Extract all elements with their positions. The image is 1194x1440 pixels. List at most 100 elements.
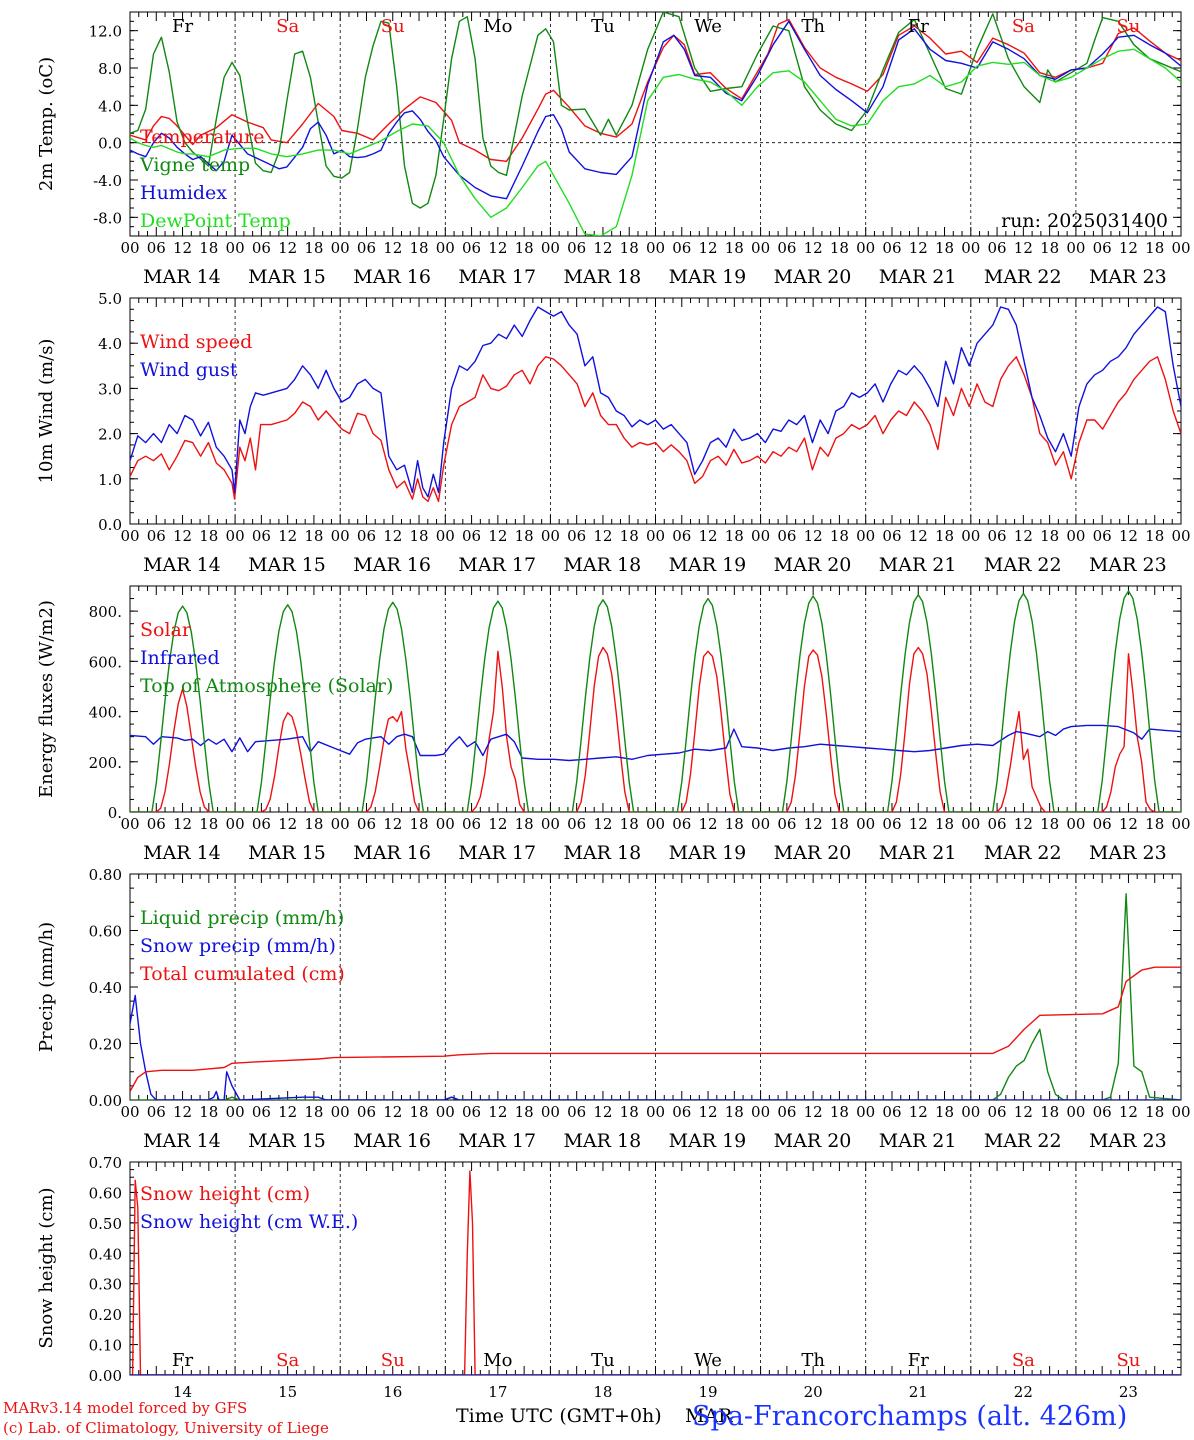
x-tick-label: 06 [672, 239, 691, 257]
x-tick-label: 12 [383, 527, 402, 545]
date-label: MAR 18 [563, 266, 641, 288]
x-tick-label: 06 [462, 815, 481, 833]
x-tick-label: 06 [357, 239, 376, 257]
y-axis-label: Precip (mm/h) [36, 922, 57, 1052]
x-tick-label: 06 [882, 527, 901, 545]
x-axis-label-overlap: MAR [685, 1405, 733, 1427]
legend-entry: Snow precip (mm/h) [140, 935, 336, 957]
legend-entry: Snow height (cm W.E.) [140, 1211, 358, 1233]
x-tick-label: 18 [620, 1103, 639, 1121]
x-tick-label: 12 [1119, 1103, 1138, 1121]
day-of-week-label: Sa [1012, 16, 1035, 37]
date-label: MAR 14 [143, 266, 221, 288]
day-of-week-label: Sa [276, 1350, 299, 1371]
x-tick-label: 00 [541, 815, 560, 833]
x-tick-label: 18 [515, 1103, 534, 1121]
x-tick-label: 06 [357, 815, 376, 833]
x-tick-label: 00 [961, 527, 980, 545]
legend-entry: Infrared [140, 647, 220, 669]
lab-credit: (c) Lab. of Climatology, University of L… [3, 1419, 329, 1437]
date-label: MAR 23 [1089, 842, 1167, 864]
y-tick-label: 0.60 [89, 923, 122, 941]
panel-frame [129, 11, 1182, 237]
x-tick-label: 06 [1093, 527, 1112, 545]
day-of-week-label: Th [801, 1350, 825, 1371]
x-tick-label: 00 [1066, 239, 1085, 257]
y-tick-label: 0.00 [89, 1367, 122, 1385]
x-tick-label: 00 [1171, 815, 1190, 833]
x-tick-label: 00 [120, 1103, 139, 1121]
date-label: MAR 21 [879, 842, 957, 864]
date-label: MAR 15 [248, 842, 326, 864]
x-tick-label: 12 [699, 239, 718, 257]
day-of-week-label: We [694, 16, 722, 37]
legend-entry: Liquid precip (mm/h) [140, 907, 344, 929]
x-tick-label: 18 [725, 527, 744, 545]
model-credit: MARv3.14 model forced by GFS [3, 1399, 248, 1417]
x-tick-label: 12 [173, 239, 192, 257]
x-tick-label: 12 [699, 1103, 718, 1121]
x-tick-label: 12 [1014, 239, 1033, 257]
x-tick-label: 18 [725, 1103, 744, 1121]
x-tick-label: 06 [567, 1103, 586, 1121]
x-tick-label: 18 [515, 527, 534, 545]
series-top-of-atmosphere-solar- [130, 590, 1181, 812]
date-label: MAR 14 [143, 842, 221, 864]
x-tick-label: 12 [909, 815, 928, 833]
x-tick-label: 18 [199, 527, 218, 545]
legend-entry: Solar [140, 619, 192, 641]
x-tick-label: 12 [1119, 527, 1138, 545]
x-tick-label: 06 [882, 815, 901, 833]
y-tick-label: 400. [89, 704, 122, 722]
x-tick-label: 18 [304, 527, 323, 545]
x-tick-label: 12 [1119, 815, 1138, 833]
x-tick-label: 18 [620, 527, 639, 545]
x-tick-label: 06 [1093, 239, 1112, 257]
series-temperature [130, 18, 1181, 162]
y-tick-label: 5.0 [98, 290, 122, 308]
y-tick-label: 0.70 [89, 1154, 122, 1172]
x-tick-label: 06 [777, 527, 796, 545]
y-tick-label: 0.0 [98, 135, 122, 153]
x-tick-label: 06 [1093, 1103, 1112, 1121]
date-label: MAR 22 [984, 1130, 1062, 1152]
x-tick-label: 00 [856, 815, 875, 833]
y-tick-label: 600. [89, 653, 122, 671]
series-group [130, 1170, 1181, 1375]
y-tick-label: 8.0 [98, 60, 122, 78]
x-tick-label: 12 [1014, 527, 1033, 545]
x-tick-label: 12 [278, 527, 297, 545]
x-tick-label: 00 [646, 239, 665, 257]
x-tick-label: 18 [935, 815, 954, 833]
x-tick-label: 00 [1171, 527, 1190, 545]
x-tick-label: 18 [725, 239, 744, 257]
x-tick-label: 12 [488, 239, 507, 257]
date-label: MAR 23 [1089, 554, 1167, 576]
series-group [130, 590, 1181, 812]
date-label: MAR 16 [353, 554, 431, 576]
x-tick-label: 00 [226, 527, 245, 545]
x-tick-label: 18 [830, 1103, 849, 1121]
x-tick-label: 00 [436, 1103, 455, 1121]
date-label: MAR 19 [669, 1130, 747, 1152]
series-snow-height-cm- [130, 1170, 1181, 1375]
x-tick-label: 12 [278, 1103, 297, 1121]
x-tick-label: 00 [856, 1103, 875, 1121]
x-tick-label: 12 [804, 527, 823, 545]
x-tick-label: 12 [593, 527, 612, 545]
x-tick-label: 06 [672, 527, 691, 545]
x-tick-label: 00 [961, 815, 980, 833]
x-tick-label: 18 [830, 527, 849, 545]
date-label: MAR 15 [248, 1130, 326, 1152]
date-label: MAR 16 [353, 842, 431, 864]
x-tick-label: 06 [462, 1103, 481, 1121]
y-tick-label: 0.20 [89, 1306, 122, 1324]
x-tick-label: 00 [751, 1103, 770, 1121]
x-tick-label: 18 [409, 1103, 428, 1121]
x-tick-label: 18 [304, 239, 323, 257]
x-tick-label: 12 [593, 239, 612, 257]
x-tick-label: 12 [278, 239, 297, 257]
x-tick-label: 00 [436, 239, 455, 257]
date-label: MAR 20 [774, 1130, 852, 1152]
date-label: MAR 20 [774, 554, 852, 576]
